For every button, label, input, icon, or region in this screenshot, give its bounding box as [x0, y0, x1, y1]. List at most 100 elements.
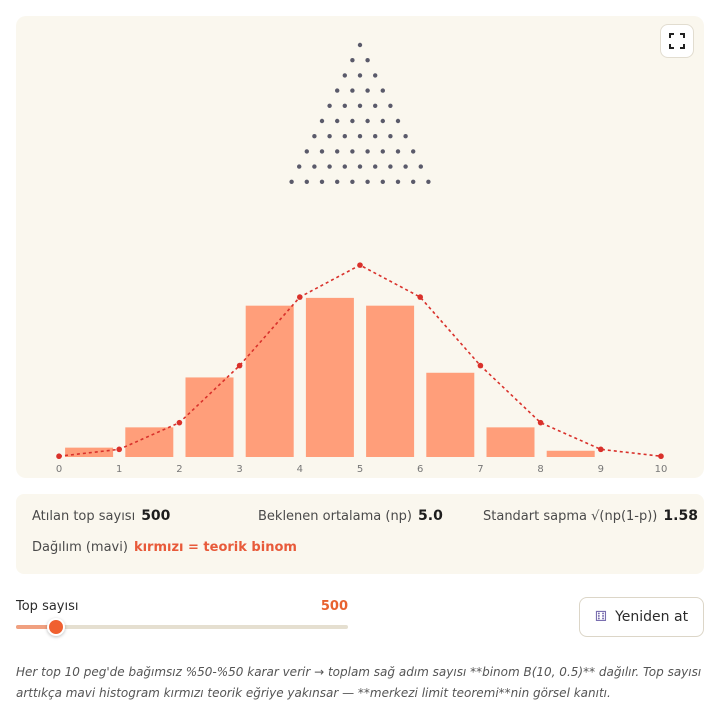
peg: [350, 118, 355, 124]
x-tick-label: 0: [56, 464, 62, 475]
statistics-panel: Atılan top sayısı 500 Beklenen ortalama (…: [16, 494, 704, 574]
peg: [395, 149, 401, 154]
peg: [342, 134, 347, 139]
peg: [342, 73, 347, 78]
peg: [373, 134, 378, 139]
peg: [373, 164, 378, 169]
peg: [380, 88, 385, 93]
peg: [350, 58, 355, 63]
peg: [335, 118, 340, 124]
peg: [350, 88, 355, 93]
reroll-label: Yeniden at: [615, 609, 689, 625]
thrown-count-label: Atılan top sayısı: [32, 509, 136, 524]
ball-count-value: 500: [320, 599, 348, 614]
peg: [357, 103, 363, 109]
peg: [319, 118, 325, 124]
expected-mean-stat: Beklenen ortalama (np) 5.0: [258, 508, 443, 524]
peg: [335, 88, 340, 93]
peg: [380, 149, 385, 154]
peg: [312, 134, 317, 139]
peg: [342, 103, 347, 109]
x-tick-label: 7: [477, 464, 483, 475]
histogram-bar: [245, 305, 294, 457]
peg: [357, 42, 363, 48]
theoretical-point: [417, 294, 424, 300]
theoretical-point: [116, 446, 122, 453]
peg: [388, 164, 393, 169]
fullscreen-icon: [669, 33, 685, 49]
std-dev-label: Standart sapma √(np(1-p)): [483, 509, 658, 524]
slider-thumb[interactable]: [46, 618, 65, 636]
legend-distribution: Dağılım (mavi): [32, 540, 128, 555]
peg: [357, 73, 363, 78]
peg: [304, 179, 309, 184]
x-tick-label: 10: [655, 464, 668, 475]
ball-count-slider[interactable]: [16, 618, 348, 636]
peg: [365, 58, 370, 63]
x-tick-label: 8: [537, 464, 543, 475]
peg: [388, 103, 393, 109]
peg: [350, 179, 355, 184]
peg: [289, 179, 294, 184]
thrown-count-value: 500: [141, 508, 171, 524]
galton-board-panel: 0 1 2 3 4 5 6 7 8 9 10: [16, 16, 704, 478]
peg: [380, 118, 385, 124]
peg: [327, 164, 332, 169]
peg: [327, 103, 332, 109]
slider-fill: [16, 625, 56, 629]
thrown-count-stat: Atılan top sayısı 500: [32, 508, 170, 524]
x-tick-label: 2: [176, 464, 182, 475]
theoretical-point: [477, 362, 484, 369]
expected-mean-value: 5.0: [418, 508, 443, 524]
theoretical-point: [357, 262, 363, 268]
theoretical-point: [598, 446, 604, 453]
peg: [411, 149, 416, 154]
histogram-bar: [125, 427, 174, 457]
peg: [373, 103, 378, 109]
histogram-bar: [486, 427, 535, 457]
theoretical-point: [658, 453, 664, 460]
expected-mean-label: Beklenen ortalama (np): [258, 509, 413, 524]
ball-count-label: Top sayısı: [16, 599, 79, 614]
dice-icon: ⚅: [594, 609, 608, 625]
x-tick-label: 9: [598, 464, 604, 475]
peg: [342, 164, 347, 169]
peg: [365, 179, 370, 184]
peg: [297, 164, 302, 169]
std-dev-value: 1.58: [663, 508, 698, 524]
histogram-bar: [426, 372, 475, 457]
peg: [357, 134, 363, 139]
peg: [357, 164, 363, 169]
peg: [312, 164, 317, 169]
peg: [335, 149, 340, 154]
peg: [365, 118, 370, 124]
theoretical-point: [537, 419, 544, 426]
reroll-button[interactable]: ⚅ Yeniden at: [579, 597, 704, 637]
peg: [395, 118, 401, 124]
peg: [388, 134, 393, 139]
peg: [403, 134, 408, 139]
peg: [350, 149, 355, 154]
fullscreen-button[interactable]: [660, 24, 694, 58]
peg: [319, 149, 325, 154]
peg: [395, 179, 401, 184]
histogram-bar: [185, 377, 234, 457]
x-tick-label: 3: [236, 464, 242, 475]
legend: Dağılım (mavi) kırmızı = teorik binom: [32, 540, 297, 555]
x-tick-label: 4: [297, 464, 303, 475]
x-tick-label: 6: [417, 464, 423, 475]
peg: [403, 164, 408, 169]
peg: [418, 164, 423, 169]
peg: [319, 179, 325, 184]
peg: [365, 149, 370, 154]
histogram-bar: [305, 297, 354, 457]
std-dev-stat: Standart sapma √(np(1-p)) 1.58: [483, 508, 698, 524]
explanation-note: Her top 10 peg'de bağımsız %50-%50 karar…: [16, 665, 702, 700]
theoretical-point: [297, 294, 303, 300]
peg: [304, 149, 309, 154]
x-tick-label: 5: [357, 464, 363, 475]
x-tick-label: 1: [116, 464, 122, 475]
peg: [365, 88, 370, 93]
histogram-bar: [546, 450, 595, 457]
peg: [327, 134, 332, 139]
